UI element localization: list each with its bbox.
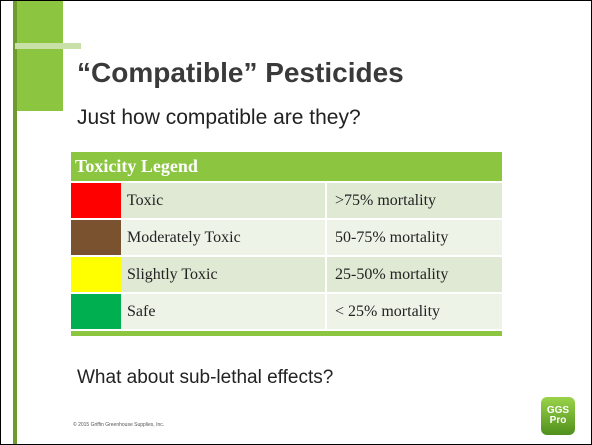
table-row: Moderately Toxic 50-75% mortality xyxy=(71,220,502,255)
color-swatch xyxy=(71,257,121,292)
table-row: Safe < 25% mortality xyxy=(71,294,502,329)
mortality: >75% mortality xyxy=(335,192,437,209)
logo: GGS Pro xyxy=(541,397,575,435)
title: “Compatible” Pesticides xyxy=(77,57,404,88)
toxicity-label: Moderately Toxic xyxy=(123,220,327,255)
table-body: Toxic >75% mortality Moderately Toxic 50-75… xyxy=(71,183,502,329)
color-swatch xyxy=(71,294,121,329)
mortality: 50-75% mortality xyxy=(335,229,449,246)
logo-text: Pro xyxy=(549,415,567,426)
table-footer-bar xyxy=(71,331,502,336)
color-swatch xyxy=(71,220,121,255)
mortality: < 25% mortality xyxy=(335,303,441,320)
accent-line xyxy=(13,1,17,444)
accent-stripe xyxy=(15,43,81,49)
legend-table: Toxicity Legend Toxic >75% mortality Moder… xyxy=(71,152,502,336)
accent-bar xyxy=(15,1,63,111)
mortality: 25-50% mortality xyxy=(335,266,449,283)
toxicity-label: Slightly Toxic xyxy=(123,257,327,292)
color-swatch xyxy=(71,183,121,218)
table-row: Toxic >75% mortality xyxy=(71,183,502,218)
subtitle: Just how compatible are they? xyxy=(77,106,361,129)
logo-text: GGS xyxy=(546,405,570,416)
toxicity-label: Safe xyxy=(123,294,327,329)
question: What about sub-lethal effects? xyxy=(77,367,334,388)
copyright: © 2015 Griffin Greenhouse Supplies, Inc. xyxy=(73,422,165,428)
toxicity-label: Toxic xyxy=(123,183,327,218)
table-header: Toxicity Legend xyxy=(71,152,502,181)
table-row: Slightly Toxic 25-50% mortality xyxy=(71,257,502,292)
